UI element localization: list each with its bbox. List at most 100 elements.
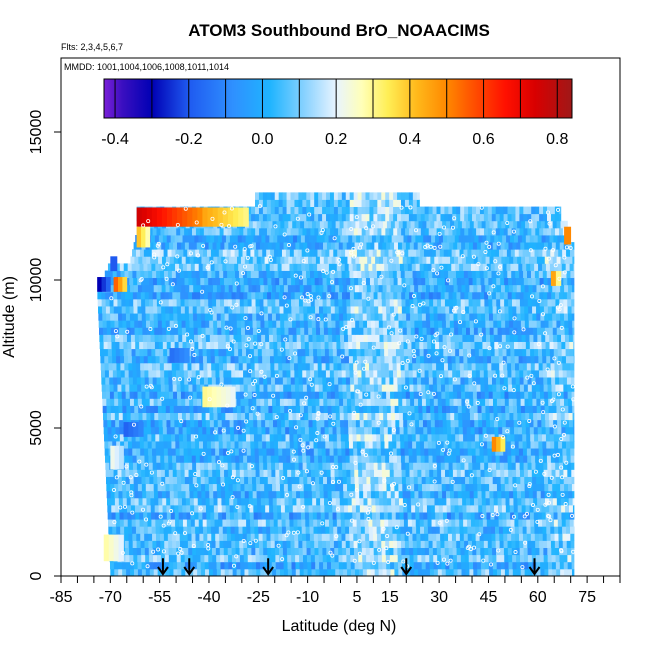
heatmap-cell	[192, 291, 197, 300]
heatmap-cell	[508, 306, 513, 314]
heatmap-cell	[267, 384, 272, 392]
heatmap-cell	[212, 483, 218, 492]
heatmap-cell	[208, 313, 214, 321]
heatmap-cell	[423, 355, 429, 364]
heatmap-cell	[418, 405, 423, 414]
heatmap-cell	[319, 327, 325, 335]
heatmap-cell	[469, 561, 474, 570]
heatmap-cell	[528, 284, 533, 293]
heatmap-cell	[522, 519, 527, 527]
heatmap-cell	[346, 298, 351, 307]
heatmap-cell	[567, 469, 572, 477]
heatmap-cell	[390, 313, 395, 321]
heatmap-cell	[138, 412, 143, 421]
heatmap-cell	[435, 519, 440, 527]
heatmap-cell	[337, 441, 342, 449]
heatmap-cell	[112, 526, 117, 534]
heatmap-cell	[519, 540, 524, 548]
heatmap-cell	[267, 469, 272, 477]
heatmap-cell	[405, 462, 410, 470]
heatmap-cell	[572, 320, 575, 328]
heatmap-cell	[442, 327, 447, 335]
heatmap-cell	[115, 348, 121, 357]
heatmap-cell	[296, 497, 301, 506]
heatmap-cell	[464, 291, 469, 300]
heatmap-cell	[126, 405, 131, 414]
heatmap-cell	[296, 334, 301, 342]
heatmap-cell	[244, 483, 249, 492]
heatmap-cell	[309, 448, 315, 456]
heatmap-cell	[394, 405, 400, 414]
heatmap-cell	[334, 377, 339, 385]
heatmap-cell	[218, 519, 223, 527]
heatmap-cell	[283, 313, 289, 321]
heatmap-cell	[282, 455, 287, 463]
heatmap-cell	[200, 277, 205, 286]
heatmap-cell	[201, 284, 206, 293]
heatmap-cell	[424, 448, 429, 456]
heatmap-cell	[369, 547, 375, 556]
heatmap-cell	[157, 391, 162, 399]
heatmap-cell	[311, 405, 317, 414]
heatmap-cell	[412, 526, 417, 534]
heatmap-cell	[193, 412, 199, 421]
heatmap-cell	[214, 441, 220, 449]
heatmap-cell	[463, 441, 468, 449]
heatmap-cell	[303, 405, 309, 414]
heatmap-cell	[208, 476, 213, 485]
heatmap-cell	[528, 320, 534, 328]
heatmap-cell	[392, 519, 397, 527]
heatmap-cell	[455, 348, 460, 357]
heatmap-cell	[358, 476, 363, 485]
heatmap-cell	[293, 519, 298, 527]
heatmap-cell	[219, 455, 224, 463]
heatmap-cell	[156, 369, 161, 378]
heatmap-cell	[480, 377, 485, 385]
heatmap-cell	[532, 306, 537, 314]
heatmap-cell	[180, 540, 185, 548]
heatmap-cell	[269, 433, 275, 442]
heatmap-cell	[275, 384, 280, 392]
heatmap-cell	[306, 469, 312, 477]
heatmap-cell	[375, 419, 380, 428]
heatmap-cell	[551, 554, 556, 563]
heatmap-cell	[233, 327, 238, 335]
heatmap-cell	[141, 313, 147, 321]
heatmap-cell	[509, 334, 515, 342]
heatmap-cell	[208, 483, 214, 492]
heatmap-cell	[480, 291, 485, 300]
heatmap-cell	[571, 398, 575, 406]
heatmap-cell	[567, 384, 572, 392]
heatmap-cell	[546, 448, 551, 456]
heatmap-cell	[271, 391, 277, 399]
heatmap-cell	[325, 362, 330, 371]
heatmap-cell	[182, 426, 187, 435]
heatmap-cell	[231, 547, 236, 556]
heatmap-cell	[537, 412, 542, 421]
heatmap-cell	[466, 334, 471, 342]
heatmap-cell	[289, 341, 294, 350]
heatmap-cell	[362, 554, 367, 563]
heatmap-cell	[358, 391, 363, 399]
heatmap-cell	[288, 320, 293, 328]
heatmap-cell	[221, 412, 226, 421]
heatmap-cell	[306, 462, 311, 470]
heatmap-cell	[493, 412, 499, 421]
heatmap-cell	[135, 512, 140, 520]
heatmap-cell	[399, 334, 404, 342]
heatmap-cell	[240, 320, 246, 328]
heatmap-cell	[234, 441, 239, 449]
heatmap-cell	[278, 462, 284, 470]
heatmap-cell	[376, 433, 381, 442]
heatmap-cell	[313, 526, 318, 534]
heatmap-cell	[181, 412, 187, 421]
heatmap-cell	[176, 391, 182, 399]
heatmap-cell	[318, 554, 324, 563]
heatmap-cell	[459, 526, 464, 534]
heatmap-cell	[129, 469, 134, 477]
heatmap-cell	[196, 277, 201, 286]
heatmap-cell	[334, 554, 339, 563]
heatmap-cell	[282, 362, 287, 371]
heatmap-cell	[380, 362, 386, 371]
heatmap-cell	[373, 384, 379, 392]
